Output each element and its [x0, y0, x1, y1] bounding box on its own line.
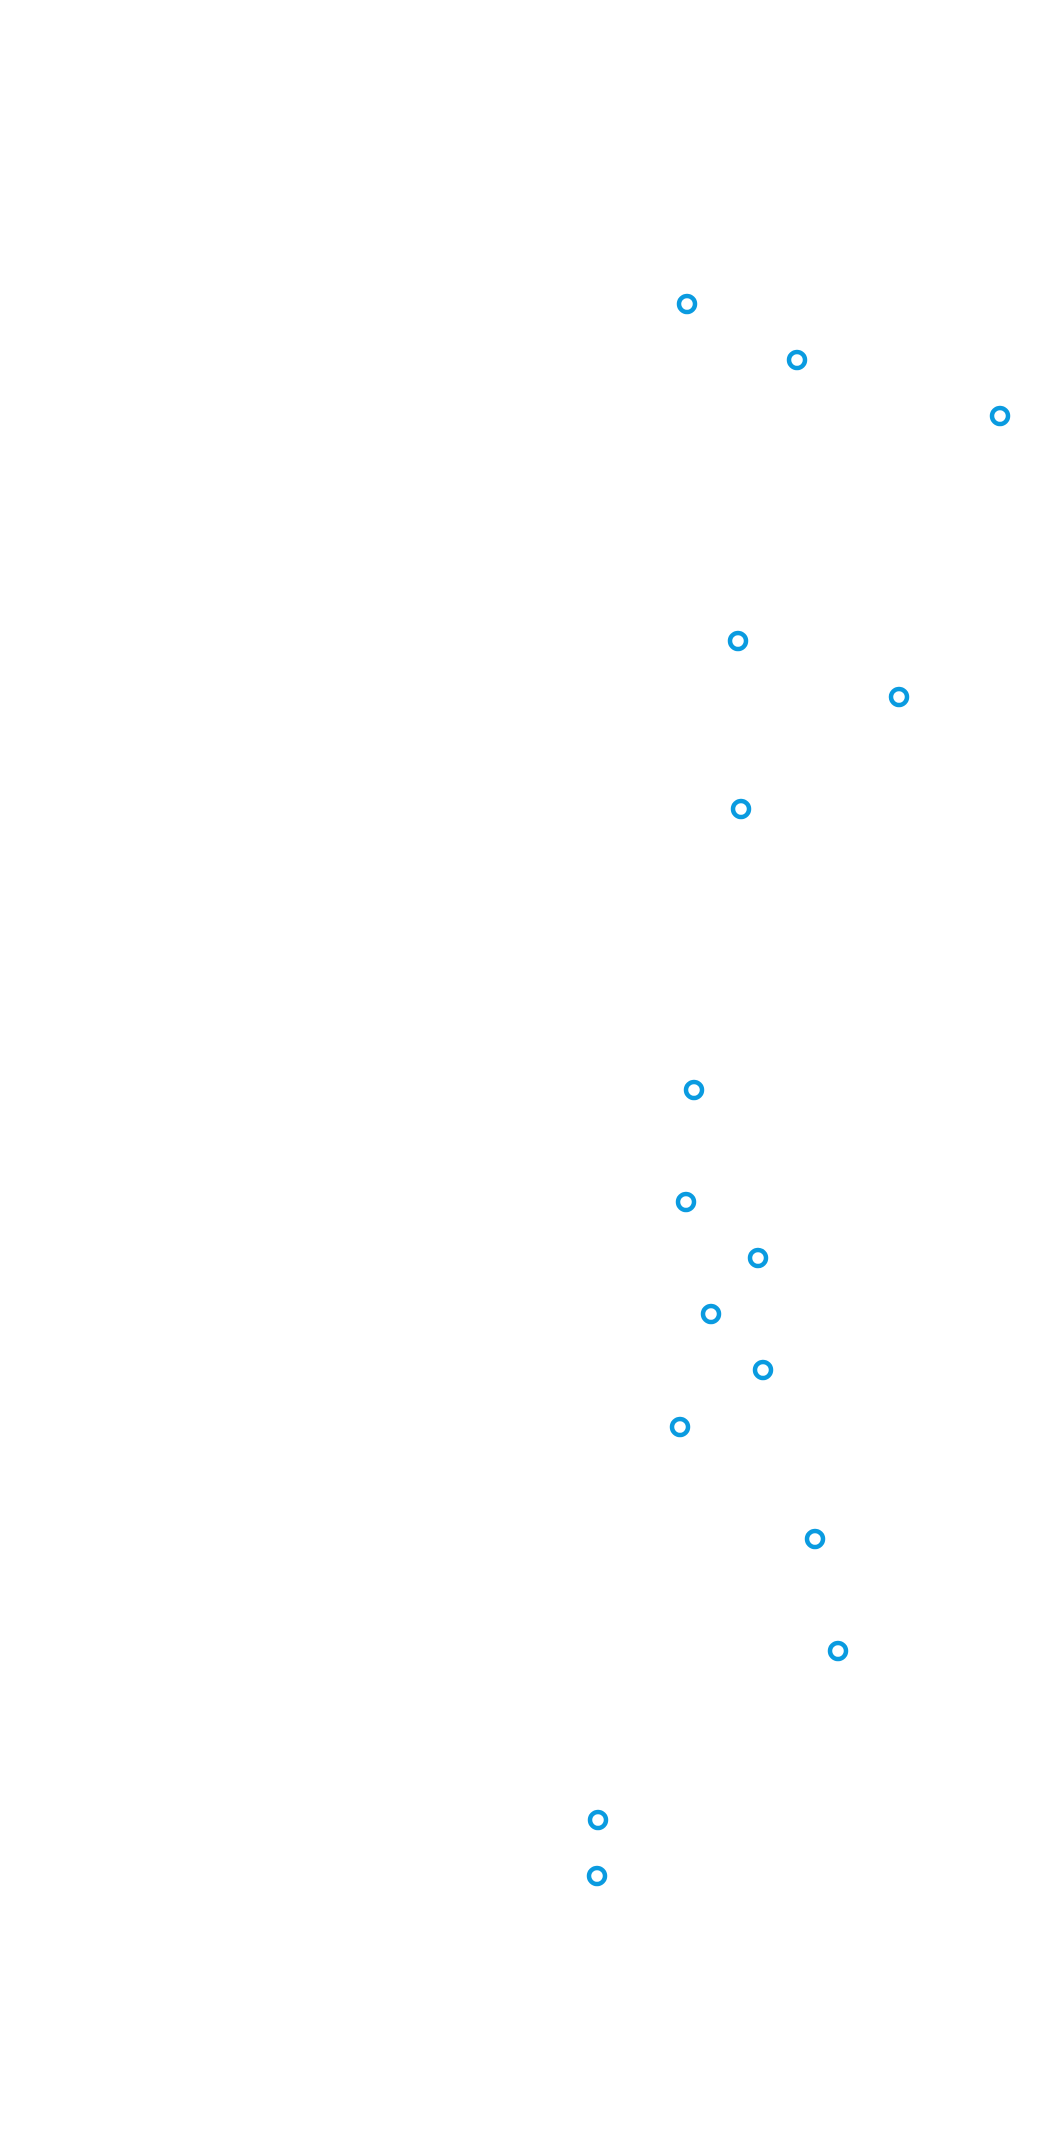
ring-marker-icon	[989, 405, 1011, 427]
ring-marker-icon	[827, 1640, 849, 1662]
ring-marker-icon	[683, 1079, 705, 1101]
ring-marker-icon	[587, 1809, 609, 1831]
ring-marker-icon	[675, 1191, 697, 1213]
ring-marker-icon	[669, 1416, 691, 1438]
ring-marker-icon	[888, 686, 910, 708]
ring-marker-icon	[727, 630, 749, 652]
ring-marker-icon	[730, 798, 752, 820]
ring-marker-icon	[786, 349, 808, 371]
ring-marker-icon	[676, 293, 698, 315]
ring-marker-icon	[752, 1359, 774, 1381]
ring-marker-icon	[700, 1303, 722, 1325]
ring-marker-icon	[747, 1247, 769, 1269]
ring-marker-icon	[586, 1865, 608, 1887]
ring-marker-icon	[804, 1528, 826, 1550]
